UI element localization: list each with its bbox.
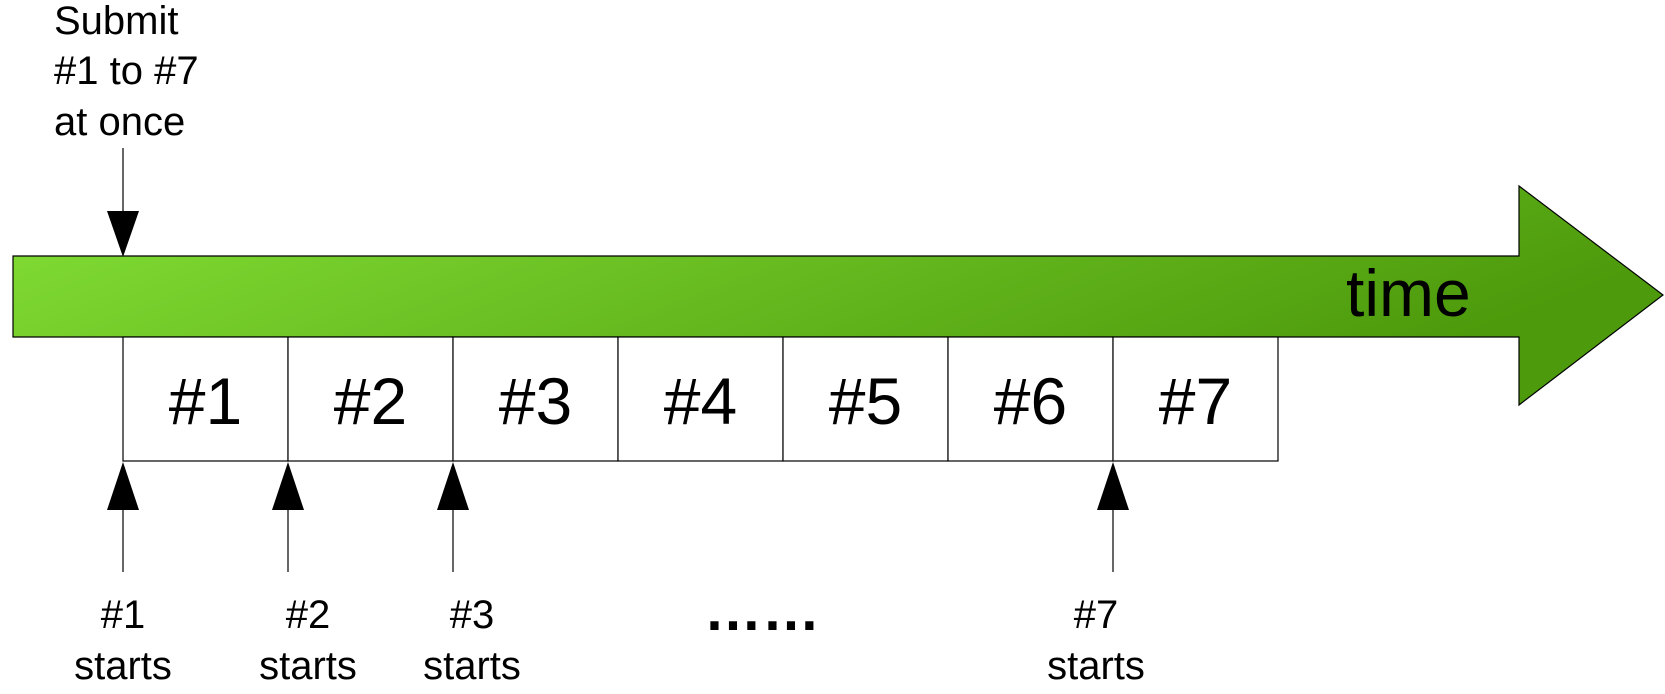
ellipsis-label: …… [704, 578, 820, 643]
task-label: #5 [829, 364, 902, 438]
task-label: #6 [994, 364, 1067, 438]
start-marker-arrowhead [272, 462, 304, 510]
task-box-outline [947, 336, 1114, 462]
start-marker-label-line: starts [74, 644, 172, 688]
task-box: #3 [452, 336, 619, 462]
time-label: time [1346, 256, 1471, 330]
task-label: #7 [1159, 364, 1232, 438]
submit-label: Submit #1 to #7 at once [54, 0, 210, 144]
start-marker: #1 starts [74, 462, 172, 688]
start-marker-arrowhead [107, 462, 139, 510]
task-boxes: #1 #2 #3 #4 #5 #6 #7 [122, 336, 1279, 462]
start-marker-arrowhead [437, 462, 469, 510]
start-marker-label: #3 starts [423, 593, 521, 688]
start-marker-label-line: starts [423, 644, 521, 688]
task-box-outline [617, 336, 784, 462]
start-marker-label: #2 starts [259, 593, 357, 688]
start-markers: #1 starts #2 starts #3 starts #7 starts [74, 462, 1145, 688]
task-box: #6 [947, 336, 1114, 462]
task-box: #7 [1112, 336, 1279, 462]
task-label: #4 [664, 364, 737, 438]
submit-pointer-arrowhead [107, 211, 139, 257]
task-box: #1 [122, 336, 289, 462]
start-marker-arrowhead [1097, 462, 1129, 510]
submit-label-line-1: Submit [54, 0, 179, 43]
start-marker: #3 starts [423, 462, 521, 688]
start-marker: #2 starts [259, 462, 357, 688]
start-marker-label-line: #1 [101, 593, 146, 637]
task-label: #3 [499, 364, 572, 438]
submit-label-line-2: #1 to #7 [54, 49, 199, 93]
start-marker-label-line: #3 [450, 593, 495, 637]
start-marker-label-line: #7 [1074, 593, 1119, 637]
start-marker-label-line: #2 [286, 593, 331, 637]
start-marker-label: #7 starts [1047, 593, 1145, 688]
task-box: #2 [287, 336, 454, 462]
task-label: #2 [334, 364, 407, 438]
start-marker-label: #1 starts [74, 593, 172, 688]
task-label: #1 [169, 364, 242, 438]
task-box-outline [122, 336, 289, 462]
start-marker: #7 starts [1047, 462, 1145, 688]
task-box-outline [1112, 336, 1279, 462]
start-marker-label-line: starts [1047, 644, 1145, 688]
task-box-outline [782, 336, 949, 462]
start-marker-label-line: starts [259, 644, 357, 688]
submit-label-line-3: at once [54, 100, 185, 144]
task-box-outline [452, 336, 619, 462]
task-box: #4 [617, 336, 784, 462]
task-box: #5 [782, 336, 949, 462]
